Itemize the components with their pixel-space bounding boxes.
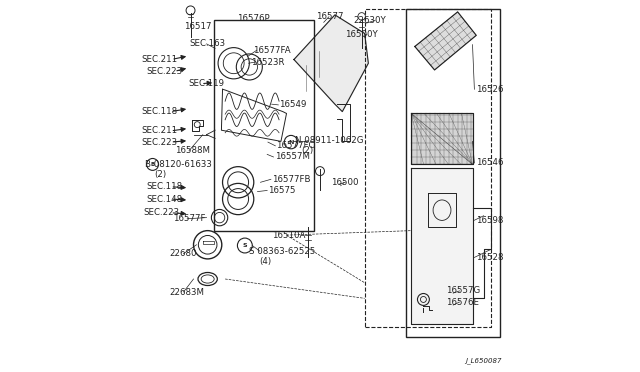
Text: 16557M: 16557M: [275, 153, 310, 161]
Text: 16577F: 16577F: [173, 214, 205, 223]
Text: 16528: 16528: [476, 253, 504, 262]
Text: 16575: 16575: [268, 186, 296, 195]
Text: 16500: 16500: [331, 178, 358, 187]
Text: B 08120-61633: B 08120-61633: [145, 160, 212, 169]
Polygon shape: [411, 113, 472, 164]
Text: 16557G: 16557G: [447, 286, 481, 295]
Text: SEC.223: SEC.223: [141, 138, 177, 147]
Text: 22683M: 22683M: [170, 288, 204, 296]
Text: 16577FC: 16577FC: [276, 141, 315, 150]
Text: (4): (4): [260, 257, 272, 266]
Polygon shape: [415, 12, 476, 70]
Text: 16588M: 16588M: [175, 146, 210, 155]
Text: S: S: [243, 243, 247, 248]
Text: N 08911-1062G: N 08911-1062G: [294, 136, 364, 145]
Text: SEC.211: SEC.211: [141, 55, 177, 64]
Text: 16500Y: 16500Y: [346, 30, 378, 39]
Text: 16517: 16517: [184, 22, 212, 31]
Text: SEC.211: SEC.211: [141, 126, 177, 135]
Text: 16576P: 16576P: [237, 14, 270, 23]
Text: 16549: 16549: [279, 100, 307, 109]
Text: 16526: 16526: [476, 85, 504, 94]
Text: (2): (2): [154, 170, 166, 179]
Text: SEC.223: SEC.223: [143, 208, 179, 217]
Text: J_L650087: J_L650087: [465, 357, 502, 364]
Text: B: B: [150, 162, 155, 167]
Text: SEC.163: SEC.163: [189, 39, 225, 48]
Text: 22630Y: 22630Y: [353, 16, 386, 25]
Text: 16576E: 16576E: [447, 298, 479, 307]
Bar: [406, 9, 500, 337]
Text: N: N: [288, 140, 294, 145]
Polygon shape: [411, 168, 472, 324]
Polygon shape: [294, 15, 369, 112]
Text: 16577FB: 16577FB: [271, 175, 310, 184]
Text: SEC.223: SEC.223: [146, 67, 182, 76]
Text: (2): (2): [301, 146, 314, 155]
Text: 16577FA: 16577FA: [253, 46, 291, 55]
Text: 16510A: 16510A: [271, 231, 305, 240]
Bar: [214, 20, 314, 231]
Text: SEC.119: SEC.119: [188, 79, 224, 88]
Text: 22680: 22680: [170, 249, 197, 258]
Text: 16546: 16546: [476, 158, 504, 167]
Text: 16577: 16577: [316, 12, 343, 21]
Text: SEC.148: SEC.148: [146, 195, 182, 203]
Text: SEC.118: SEC.118: [141, 107, 177, 116]
Text: 16523R: 16523R: [251, 58, 285, 67]
Text: S 08363-62525: S 08363-62525: [250, 247, 316, 256]
Text: SEC.118: SEC.118: [146, 182, 182, 191]
Text: 16598: 16598: [476, 216, 504, 225]
